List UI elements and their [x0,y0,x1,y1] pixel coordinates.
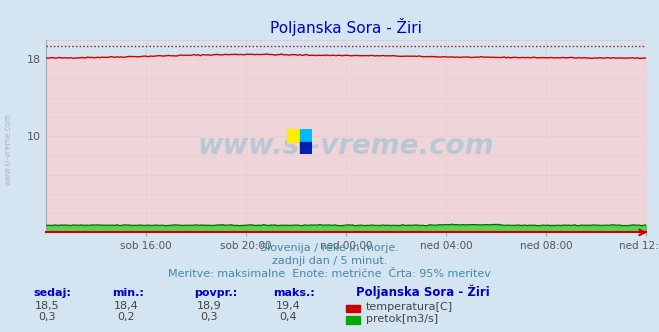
Text: 18,4: 18,4 [114,301,139,311]
Text: pretok[m3/s]: pretok[m3/s] [366,314,438,324]
Bar [287,129,300,142]
Text: Slovenija / reke in morje.: Slovenija / reke in morje. [260,243,399,253]
Text: 19,4: 19,4 [275,301,301,311]
Text: min.:: min.: [112,288,144,298]
Text: 0,4: 0,4 [279,312,297,322]
Text: www.si-vreme.com: www.si-vreme.com [198,132,494,160]
Bar [300,142,312,154]
Text: zadnji dan / 5 minut.: zadnji dan / 5 minut. [272,256,387,266]
Text: temperatura[C]: temperatura[C] [366,302,453,312]
Text: 18,5: 18,5 [35,301,60,311]
Text: povpr.:: povpr.: [194,288,238,298]
Text: maks.:: maks.: [273,288,315,298]
Text: Poljanska Sora - Žiri: Poljanska Sora - Žiri [356,285,490,299]
Text: 0,3: 0,3 [200,312,217,322]
Text: 0,2: 0,2 [118,312,135,322]
Text: Meritve: maksimalne  Enote: metrične  Črta: 95% meritev: Meritve: maksimalne Enote: metrične Črta… [168,269,491,279]
Text: sedaj:: sedaj: [33,288,71,298]
Text: 0,3: 0,3 [39,312,56,322]
Title: Poljanska Sora - Žiri: Poljanska Sora - Žiri [270,18,422,36]
Text: 18,9: 18,9 [196,301,221,311]
Text: www.si-vreme.com: www.si-vreme.com [3,114,13,185]
Bar [300,129,312,142]
